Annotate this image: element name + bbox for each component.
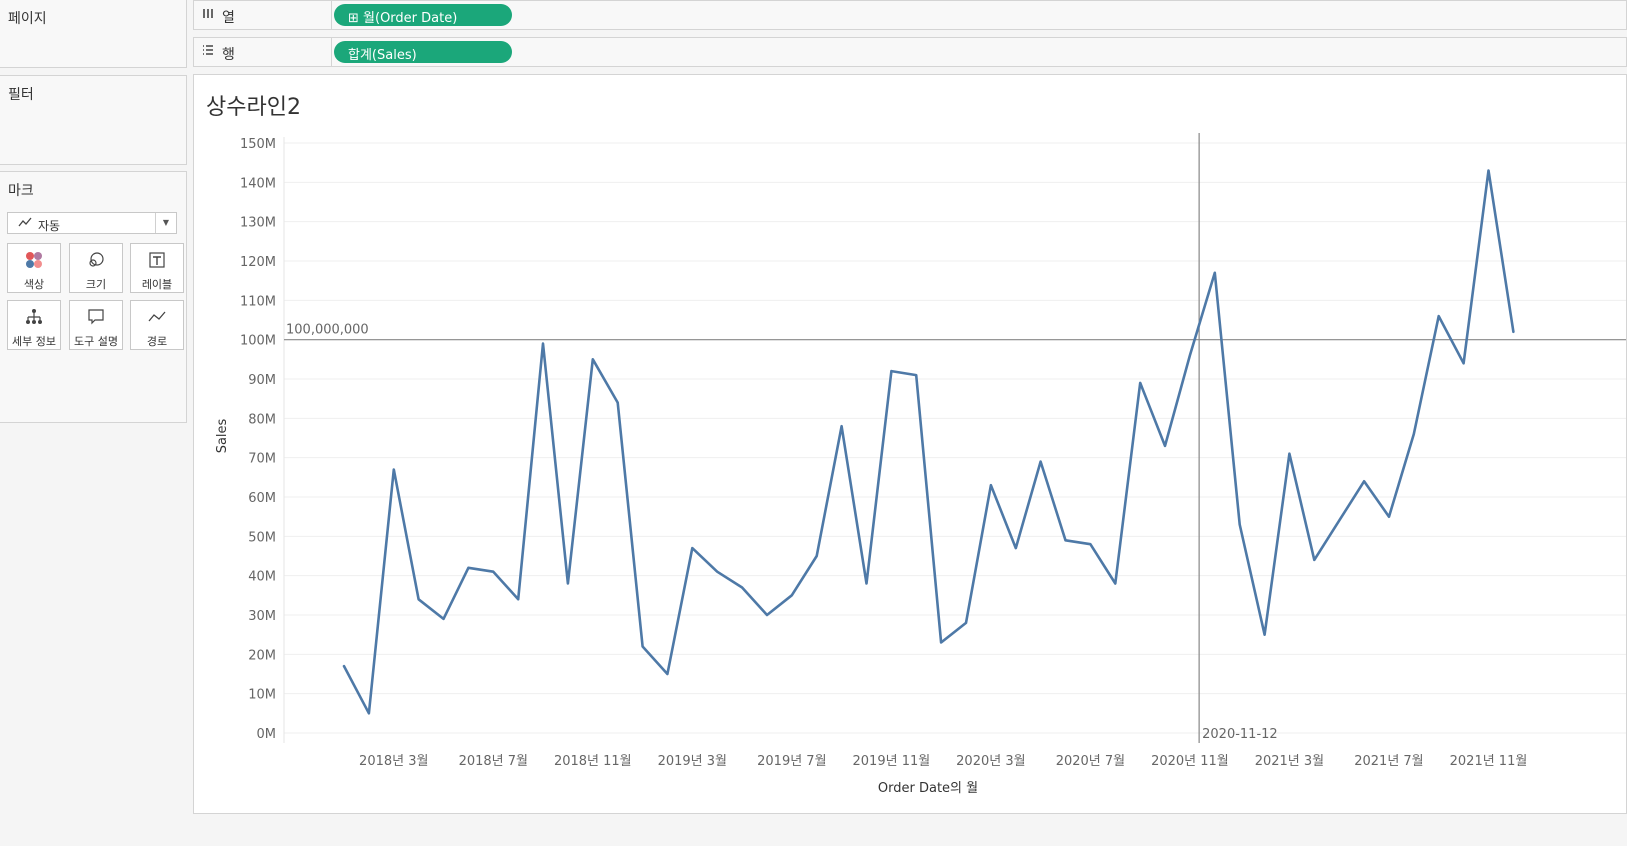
y-tick-label: 140M: [240, 176, 276, 191]
x-tick-label: 2019년 7월: [757, 754, 826, 769]
mark-card-label[interactable]: 레이블: [130, 243, 184, 293]
y-tick-label: 30M: [248, 609, 276, 624]
columns-icon: [202, 7, 214, 22]
reference-lines: 100,000,000 2020-11-12: [284, 133, 1626, 743]
sales-series: [342, 169, 1515, 715]
x-tick-label: 2021년 3월: [1255, 754, 1324, 769]
mark-card-detail-label: 세부 정보: [12, 335, 56, 348]
y-tick-label: 40M: [248, 570, 276, 585]
pages-card[interactable]: 페이지: [0, 0, 187, 68]
line-mark-icon: [18, 216, 32, 231]
y-tick-label: 80M: [248, 412, 276, 427]
y-tick-label: 0M: [257, 727, 277, 742]
marks-title: 마크: [8, 183, 34, 199]
mark-card-path-label: 경로: [146, 335, 168, 348]
y-tick-label: 130M: [240, 216, 276, 231]
color-icon: [8, 250, 60, 270]
label-icon: [131, 250, 183, 270]
y-tick-label: 90M: [248, 373, 276, 388]
x-tick-label: 2021년 7월: [1354, 754, 1423, 769]
mark-type-label: 자동: [38, 219, 61, 233]
constant-line-x-label: 2020-11-12: [1202, 727, 1278, 742]
sales-line: [342, 169, 1515, 715]
rows-pill[interactable]: 합계(Sales): [334, 41, 512, 63]
gridlines: [283, 137, 1626, 743]
mark-card-size-label: 크기: [85, 278, 107, 291]
y-tick-label: 120M: [240, 255, 276, 270]
path-icon: [131, 307, 183, 327]
y-tick-label: 60M: [248, 491, 276, 506]
sheet-title: 상수라인2: [206, 95, 301, 120]
x-tick-label: 2020년 3월: [956, 754, 1025, 769]
mark-card-path[interactable]: 경로: [130, 300, 184, 350]
x-tick-label: 2019년 3월: [658, 754, 727, 769]
rows-shelf-label: 행: [222, 47, 235, 63]
worksheet-view[interactable]: 상수라인2 0M 10M 20M 30M 40M 50M 60M 70M 80M 90M 100M 1…: [193, 74, 1627, 814]
y-axis-ticks: 0M 10M 20M 30M 40M 50M 60M 70M 80M 90M 100M 110M 120…: [240, 137, 276, 742]
y-tick-label: 100M: [240, 334, 276, 349]
expand-icon[interactable]: ⊞: [348, 11, 364, 26]
columns-shelf[interactable]: 열 ⊞ 월(Order Date): [193, 0, 1627, 30]
x-tick-label: 2018년 11월: [554, 754, 632, 769]
detail-icon: [8, 307, 60, 327]
x-axis-title: Order Date의 월: [878, 781, 978, 796]
x-tick-label: 2021년 11월: [1450, 754, 1528, 769]
y-tick-label: 50M: [248, 530, 276, 545]
pages-title: 페이지: [8, 11, 47, 27]
rows-pill-label: 합계(Sales): [348, 48, 417, 63]
filters-title: 필터: [8, 87, 34, 103]
y-axis-title: Sales: [215, 418, 230, 453]
tooltip-icon: [70, 307, 122, 327]
mark-card-color[interactable]: 색상: [7, 243, 61, 293]
line-chart[interactable]: 0M 10M 20M 30M 40M 50M 60M 70M 80M 90M 100M 110M 120…: [194, 75, 1626, 813]
shelf-divider: [331, 1, 332, 29]
mark-card-tooltip[interactable]: 도구 설명: [69, 300, 123, 350]
filters-card[interactable]: 필터: [0, 75, 187, 165]
x-tick-label: 2020년 7월: [1056, 754, 1125, 769]
size-icon: [70, 250, 122, 270]
columns-pill[interactable]: ⊞ 월(Order Date): [334, 4, 512, 26]
columns-pill-label: 월(Order Date): [363, 11, 458, 26]
y-tick-label: 150M: [240, 137, 276, 152]
chevron-down-icon[interactable]: ▼: [155, 213, 176, 233]
shelf-divider: [331, 38, 332, 66]
mark-card-color-label: 색상: [23, 278, 45, 291]
y-tick-label: 70M: [248, 452, 276, 467]
mark-card-detail[interactable]: 세부 정보: [7, 300, 61, 350]
x-axis-ticks: 2018년 3월 2018년 7월 2018년 11월 2019년 3월 2019년 7…: [359, 754, 1527, 769]
y-tick-label: 10M: [248, 688, 276, 703]
x-tick-label: 2019년 11월: [853, 754, 931, 769]
y-tick-label: 20M: [248, 648, 276, 663]
mark-card-label-label: 레이블: [141, 278, 173, 291]
marks-card: 마크: [0, 171, 187, 423]
rows-shelf[interactable]: 행 합계(Sales): [193, 37, 1627, 67]
x-tick-label: 2018년 7월: [459, 754, 528, 769]
columns-shelf-label: 열: [222, 10, 235, 26]
constant-line-y-label: 100,000,000: [286, 323, 369, 338]
y-tick-label: 110M: [240, 294, 276, 309]
mark-card-tooltip-label: 도구 설명: [74, 335, 118, 348]
rows-icon: [202, 44, 214, 59]
mark-card-size[interactable]: 크기: [69, 243, 123, 293]
x-tick-label: 2018년 3월: [359, 754, 428, 769]
mark-type-dropdown[interactable]: 자동 ▼: [7, 212, 177, 234]
x-tick-label: 2020년 11월: [1151, 754, 1229, 769]
